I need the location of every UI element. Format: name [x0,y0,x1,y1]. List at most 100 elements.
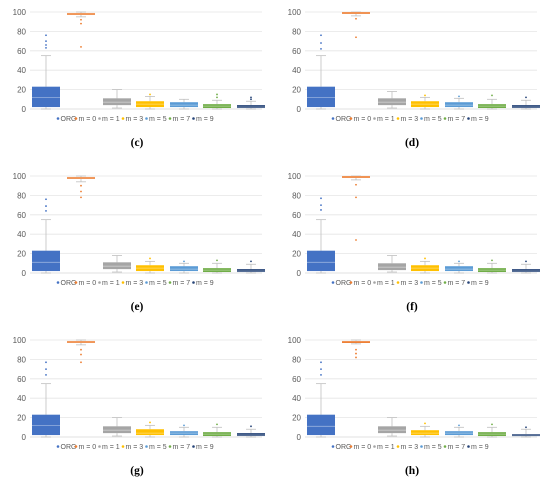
box-body [136,101,164,108]
box-body [378,426,406,434]
legend-marker [168,117,172,120]
y-tick-label: 100 [288,172,302,181]
legend-label: m = 7 [173,280,191,287]
box-m7 [478,423,506,438]
box-org [32,198,60,274]
box-m1 [103,417,131,437]
y-tick-label: 60 [292,375,301,384]
legend-label: m = 3 [126,280,144,287]
legend-label: m = 7 [448,280,466,287]
panel-label: (d) [405,137,419,149]
legend-label: m = 0 [79,116,97,123]
legend-marker [373,445,376,448]
legend-marker [145,445,148,448]
box-body [512,105,540,109]
y-tick-label: 40 [17,230,26,239]
box-m1 [103,255,131,273]
y-tick-label: 20 [17,250,26,259]
box-body [307,414,335,436]
box-body [237,269,265,273]
outlier-point [45,374,47,376]
chart-panel-d: 0 20 40 60 80 100 ORG m = 0 m = 1 m = 3 m = 5 m = 7… [288,8,540,149]
panel-label: (h) [405,465,419,477]
box-m9 [512,260,540,274]
legend-label: m = 3 [126,444,144,451]
panel-label: (e) [131,301,144,313]
legend-label: ORG [336,444,352,451]
legend: ORG m = 0 m = 1 m = 3 m = 5 m = 7 m = 9 [56,280,214,287]
legend-marker [443,281,447,284]
box-m7 [203,423,231,438]
y-tick-label: 60 [292,47,301,56]
legend: ORG m = 0 m = 1 m = 3 m = 5 m = 7 m = 9 [331,116,489,123]
legend-marker [168,445,172,448]
legend-label: m = 5 [149,116,167,123]
legend-marker [420,117,423,120]
outlier-point [149,421,151,424]
legend-label: m = 3 [401,444,419,451]
outlier-point [355,356,357,359]
box-body [136,265,164,272]
legend-label: m = 5 [149,444,167,451]
y-tick-label: 20 [17,414,26,423]
outlier-point [320,47,322,50]
legend-marker [331,117,335,120]
box-m3 [411,257,439,274]
y-tick-label: 80 [292,355,301,364]
legend-label: m = 0 [79,444,97,451]
box-body [411,101,439,108]
outlier-point [80,190,82,193]
legend-label: m = 1 [377,280,395,287]
legend-label: m = 1 [102,116,120,123]
box-body [237,105,265,109]
box-m0 [67,175,95,199]
box-body [378,263,406,271]
outlier-point [80,348,82,351]
box-body [203,268,231,273]
outlier-point [320,34,322,37]
outlier-point [355,352,357,355]
box-body [170,431,198,436]
box-m5 [445,424,473,438]
y-tick-label: 60 [17,47,26,56]
outlier-point [45,44,47,46]
legend-label: ORG [61,444,77,451]
box-body [203,104,231,109]
box-body [32,250,60,272]
panel-label: (f) [406,301,418,313]
chart-panel-f: 0 20 40 60 80 100 ORG m = 0 m = 1 m = 3 m = 5 m = 7… [288,172,540,313]
outlier-point [149,93,151,96]
box-body [203,432,231,437]
y-tick-label: 80 [17,355,26,364]
box-body [307,250,335,272]
outlier-point [525,96,527,99]
box-body [32,86,60,108]
box-org [307,361,335,438]
legend-label: m = 7 [448,116,466,123]
y-tick-label: 80 [292,27,301,36]
legend-label: m = 5 [149,280,167,287]
legend-marker [98,445,101,448]
box-m1 [378,255,406,273]
box-m1 [378,417,406,437]
chart-panel-g: 0 20 40 60 80 100 ORG m = 0 m = 1 m = 3 m = 5 m = 7… [13,336,265,477]
legend-marker [74,281,78,284]
outlier-point [80,18,82,21]
outlier-point [80,22,82,25]
legend-label: m = 1 [102,280,120,287]
legend-label: m = 0 [354,116,372,123]
outlier-point [250,98,252,101]
legend-marker [373,281,376,284]
outlier-point [45,368,47,370]
legend: ORG m = 0 m = 1 m = 3 m = 5 m = 7 m = 9 [331,280,489,287]
y-tick-label: 0 [22,433,27,442]
outlier-point [45,210,47,212]
legend-label: m = 5 [424,116,442,123]
box-m5 [170,424,198,438]
box-m0 [67,339,95,364]
legend-marker [420,445,423,448]
box-m5 [445,260,473,274]
outlier-point [491,423,493,426]
legend-marker [192,117,195,120]
legend-marker [74,117,78,120]
